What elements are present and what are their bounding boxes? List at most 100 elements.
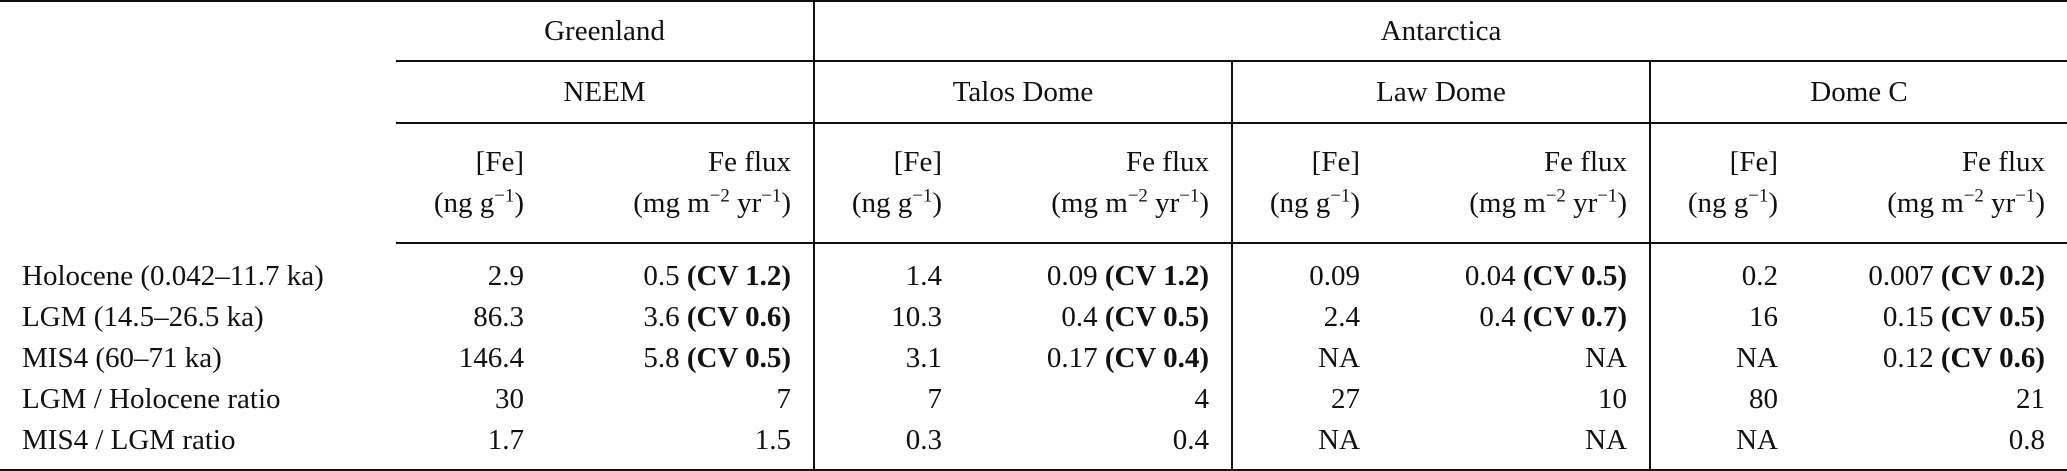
row-label: Holocene (0.042–11.7 ka) [22,259,324,292]
fe-flux-cell: NA [1382,338,1650,379]
cell-value: 86.3 [473,301,524,334]
coefficient-of-variation: (CV 0.5) [1522,260,1627,293]
fe-conc-unit: (ng g−1) [851,185,942,219]
fe-flux-cell: 0.007 (CV 0.2) [1800,243,2067,297]
fe-flux-cell: 0.09 (CV 1.2) [964,243,1232,297]
cell-value: 0.5 [643,260,680,293]
fe-concentration-cell: 2.9 [396,243,546,297]
cell-value: 0.007 [1868,260,1934,293]
coefficient-of-variation: (CV 0.5) [1940,301,2046,334]
cell-value: 0.09 [1046,260,1098,293]
fe-flux-header: Fe flux (mg m−2 yr−1) [964,123,1232,244]
fe-concentration-cell: 86.3 [396,297,546,338]
cell-value: 2.4 [1323,301,1360,334]
coefficient-of-variation: (CV 0.5) [1104,301,1209,334]
cell-value: 0.8 [2008,424,2046,457]
cell-value: NA [1318,342,1360,375]
fe-concentration-cell: 7 [813,379,964,420]
cell-value: 1.7 [487,424,524,457]
fe-conc-label: [Fe] [1729,146,1778,179]
fe-flux-cell: 4 [964,379,1232,420]
fe-flux-label: Fe flux [708,146,791,179]
fe-conc-label: [Fe] [1311,146,1360,179]
core-header-row: NEEM Talos Dome Law Dome Dome C [0,61,2067,124]
fe-flux-cell: 0.4 (CV 0.5) [964,297,1232,338]
table-body: Holocene (0.042–11.7 ka) 2.9 0.5 (CV 1.2) 1… [0,243,2067,471]
cell-value: 0.4 [1172,424,1209,457]
cell-value: 1.4 [905,260,942,293]
cell-value: NA [1736,424,1778,457]
fe-flux-unit: (mg m−2 yr−1) [1469,185,1627,219]
region-greenland: Greenland [396,0,814,62]
cell-value: 0.15 [1882,301,1934,334]
fe-flux-cell: 0.5 (CV 1.2) [546,243,814,297]
fe-concentration-cell: 30 [396,379,546,420]
coefficient-of-variation: (CV 0.7) [1522,301,1627,334]
fe-flux-cell: 5.8 (CV 0.5) [546,338,814,379]
cell-value: 0.2 [1741,260,1778,293]
cell-value: 0.17 [1046,342,1098,375]
fe-concentration-cell: 2.4 [1231,297,1382,338]
cell-value: NA [1585,342,1627,375]
fe-concentration-cell: 3.1 [813,338,964,379]
fe-concentration-header: [Fe] (ng g−1) [1231,123,1382,244]
fe-flux-cell: 0.04 (CV 0.5) [1382,243,1650,297]
cell-value: 0.3 [905,424,942,457]
row-label: LGM / Holocene ratio [22,383,281,416]
fe-flux-cell: 7 [546,379,814,420]
coefficient-of-variation: (CV 0.6) [686,301,791,334]
cell-value: 27 [1331,383,1360,416]
cell-value: 5.8 [643,342,680,375]
core-talos-dome: Talos Dome [813,61,1232,124]
fe-flux-label: Fe flux [1126,146,1209,179]
fe-flux-unit: (mg m−2 yr−1) [1051,185,1209,219]
fe-flux-cell: 0.4 [964,420,1232,471]
fe-concentration-cell: 0.3 [813,420,964,471]
cell-value: 10.3 [891,301,942,334]
table-row: MIS4 (60–71 ka) 146.4 5.8 (CV 0.5) 3.1 0.17 … [0,338,2067,379]
empty-corner [0,123,396,243]
fe-concentration-header: [Fe] (ng g−1) [1649,123,1800,244]
fe-flux-unit: (mg m−2 yr−1) [1887,185,2046,219]
region-antarctica: Antarctica [812,0,2067,62]
cell-value: 10 [1598,383,1627,416]
coefficient-of-variation: (CV 0.2) [1940,260,2046,293]
fe-flux-header: Fe flux (mg m−2 yr−1) [1800,123,2067,244]
fe-flux-cell: 0.12 (CV 0.6) [1800,338,2067,379]
fe-conc-label: [Fe] [893,146,942,179]
cell-value: 3.1 [905,342,942,375]
fe-flux-header: Fe flux (mg m−2 yr−1) [1382,123,1650,244]
fe-concentration-cell: 146.4 [396,338,546,379]
table-row: MIS4 / LGM ratio 1.7 1.5 0.3 0.4 NA NA NA 0.8 [0,420,2067,471]
coefficient-of-variation: (CV 0.5) [686,342,791,375]
coefficient-of-variation: (CV 0.4) [1104,342,1209,375]
core-neem: NEEM [396,61,814,124]
cell-value: 7 [927,383,943,416]
cell-value: 1.5 [754,424,791,457]
cell-value: 2.9 [487,260,524,293]
cell-value: 0.4 [1479,301,1516,334]
empty-corner [0,0,396,61]
coefficient-of-variation: (CV 1.2) [1104,260,1209,293]
cell-value: 4 [1194,383,1210,416]
cell-value: 0.09 [1309,260,1360,293]
cell-value: 21 [2016,383,2046,416]
fe-concentration-cell: NA [1649,338,1800,379]
fe-conc-unit: (ng g−1) [433,185,524,219]
fe-flux-cell: 0.4 (CV 0.7) [1382,297,1650,338]
cell-value: 30 [495,383,524,416]
region-header-row: Greenland Antarctica [0,0,2067,62]
fe-flux-cell: 0.8 [1800,420,2067,471]
fe-flux-header: Fe flux (mg m−2 yr−1) [546,123,814,244]
cell-value: 146.4 [458,342,524,375]
fe-concentration-cell: 27 [1231,379,1382,420]
fe-concentration-cell: 16 [1649,297,1800,338]
row-label: MIS4 (60–71 ka) [22,342,222,375]
fe-concentration-cell: 1.7 [396,420,546,471]
fe-conc-unit: (ng g−1) [1687,185,1778,219]
fe-concentration-cell: 10.3 [813,297,964,338]
fe-concentration-header: [Fe] (ng g−1) [396,123,546,244]
coefficient-of-variation: (CV 1.2) [686,260,791,293]
